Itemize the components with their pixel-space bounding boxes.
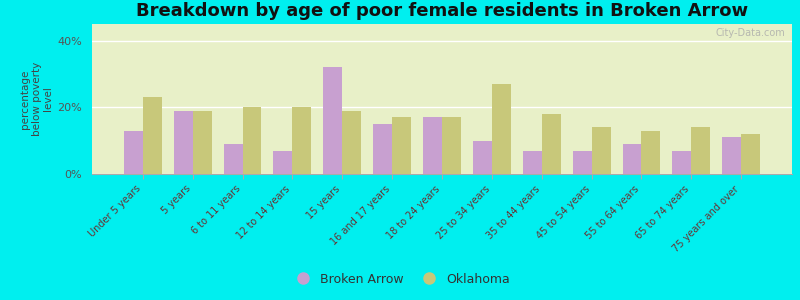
Bar — [342, 111, 362, 174]
Bar — [573, 151, 592, 174]
Bar — [292, 107, 311, 174]
Legend: Broken Arrow, Oklahoma: Broken Arrow, Oklahoma — [285, 268, 515, 291]
Bar — [274, 151, 292, 174]
Bar — [673, 151, 691, 174]
Bar — [423, 117, 442, 174]
Bar — [193, 111, 211, 174]
Bar — [742, 134, 760, 174]
Bar — [492, 84, 511, 174]
Bar — [522, 151, 542, 174]
Bar — [622, 144, 642, 174]
Bar — [592, 127, 610, 174]
Bar — [124, 131, 142, 174]
Bar — [174, 111, 193, 174]
Bar — [242, 107, 262, 174]
Bar — [722, 137, 742, 174]
Bar — [392, 117, 411, 174]
Bar — [691, 127, 710, 174]
Bar — [142, 97, 162, 174]
Bar — [442, 117, 461, 174]
Text: City-Data.com: City-Data.com — [715, 28, 785, 38]
Bar — [642, 131, 661, 174]
Bar — [373, 124, 392, 174]
Bar — [542, 114, 561, 174]
Bar — [473, 141, 492, 174]
Bar — [223, 144, 242, 174]
Title: Breakdown by age of poor female residents in Broken Arrow: Breakdown by age of poor female resident… — [136, 2, 748, 20]
Bar — [323, 67, 342, 174]
Y-axis label: percentage
below poverty
level: percentage below poverty level — [20, 62, 54, 136]
